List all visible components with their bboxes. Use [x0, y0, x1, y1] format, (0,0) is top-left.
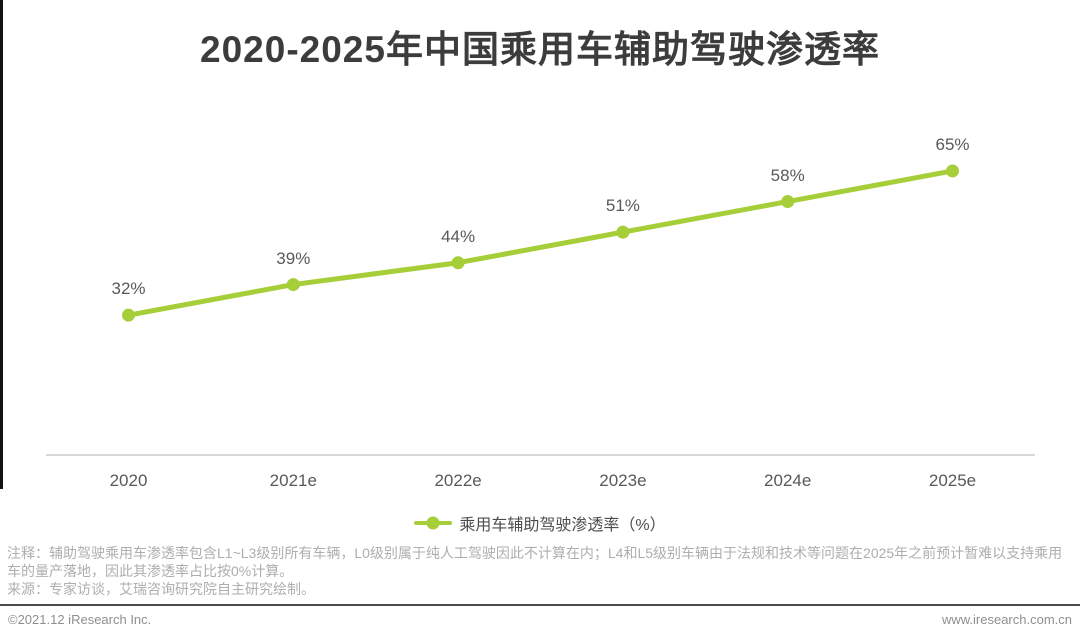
x-axis-tick-label-2020: 2020 [109, 471, 148, 490]
data-point-marker-2021e [286, 278, 300, 292]
copyright-text: ©2021.12 iResearch Inc. [8, 612, 152, 627]
x-axis-tick-label-2021e: 2021e [269, 471, 317, 490]
data-point-label-2020: 32% [111, 279, 146, 299]
x-axis-tick-label-2024e: 2024e [764, 471, 812, 490]
data-point-marker-2023e [616, 225, 630, 239]
data-point-marker-2025e [946, 164, 959, 178]
data-point-marker-2020 [122, 308, 135, 322]
data-point-label-2024e: 58% [770, 165, 805, 185]
page-left-border [0, 0, 3, 489]
legend-line-marker-icon [414, 521, 453, 525]
website-url-text: www.iresearch.com.cn [941, 612, 1072, 627]
data-point-marker-2022e [451, 256, 465, 270]
footer-divider [0, 604, 1080, 606]
series-line [126, 168, 955, 318]
x-axis-tick-label-2025e: 2025e [928, 471, 977, 490]
note-annotation-text: 注释：辅助驾驶乘用车渗透率包含L1~L3级别所有车辆，L0级别属于纯人工驾驶因此… [7, 545, 1063, 579]
x-axis-tick-label-2023e: 2023e [599, 471, 647, 490]
chart-title: 2020-2025年中国乘用车辅助驾驶渗透率 [200, 29, 880, 70]
note-source-text: 来源：专家访谈，艾瑞咨询研究院自主研究绘制。 [7, 581, 315, 597]
data-point-label-2021e: 39% [276, 248, 311, 268]
data-point-label-2023e: 51% [605, 196, 640, 216]
chart-legend: 乘用车辅助驾驶渗透率（%） [0, 511, 1080, 535]
x-axis-tick-label-2022e: 2022e [434, 471, 482, 490]
data-point-label-2022e: 44% [441, 226, 476, 246]
legend-label: 乘用车辅助驾驶渗透率（%） [459, 517, 666, 534]
chart-notes: 注释：辅助驾驶乘用车渗透率包含L1~L3级别所有车辆，L0级别属于纯人工驾驶因此… [7, 544, 1072, 598]
data-point-label-2025e: 65% [935, 134, 970, 154]
data-point-marker-2024e [781, 195, 795, 209]
